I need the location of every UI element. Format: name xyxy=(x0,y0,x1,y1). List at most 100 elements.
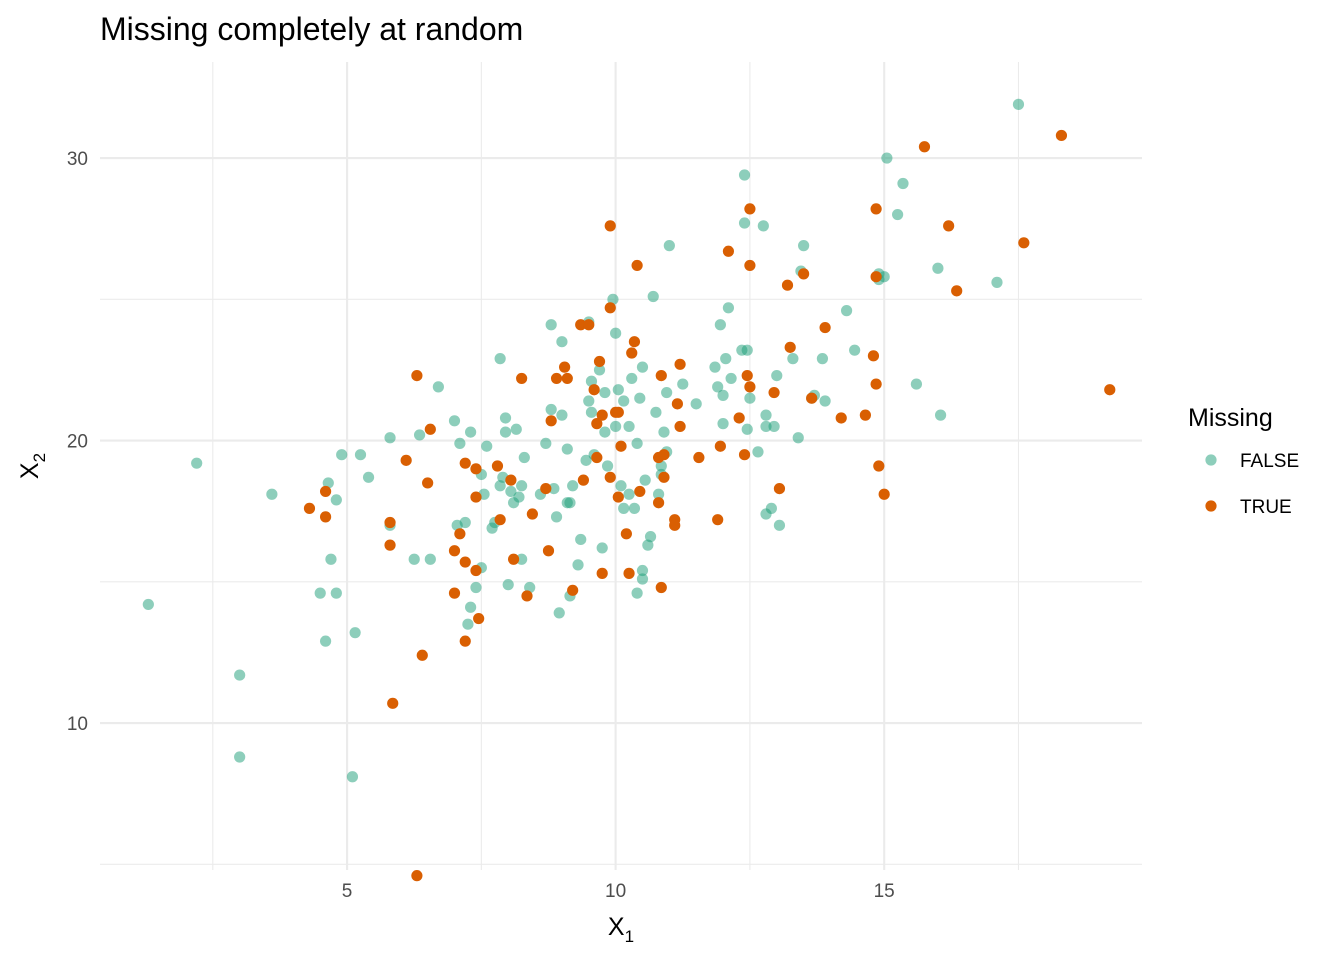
data-point xyxy=(674,420,686,433)
data-point xyxy=(628,502,641,514)
data-point xyxy=(303,502,316,514)
data-point xyxy=(550,511,563,523)
data-point xyxy=(559,361,571,373)
data-point xyxy=(787,353,799,365)
data-point xyxy=(620,528,632,540)
data-point xyxy=(577,474,590,486)
y-tick-label: 30 xyxy=(67,149,88,170)
data-point xyxy=(951,285,963,297)
data-point xyxy=(142,598,154,611)
data-point xyxy=(816,353,829,365)
data-point xyxy=(717,418,729,430)
data-point xyxy=(623,488,635,500)
data-point xyxy=(524,581,536,594)
data-point xyxy=(712,514,724,526)
data-point xyxy=(604,471,616,483)
data-point xyxy=(564,497,576,509)
data-point xyxy=(878,271,890,283)
data-point xyxy=(545,415,557,427)
data-point xyxy=(636,564,649,577)
data-point xyxy=(319,635,332,647)
data-point xyxy=(322,477,334,489)
data-point xyxy=(781,279,794,291)
data-point xyxy=(618,502,630,514)
data-point xyxy=(505,474,517,486)
data-point xyxy=(819,321,831,334)
data-point xyxy=(663,240,675,252)
data-point xyxy=(400,454,412,466)
data-point xyxy=(591,418,603,430)
data-point xyxy=(819,395,831,407)
x-tick-label: 10 xyxy=(605,881,626,902)
data-point xyxy=(744,203,756,215)
data-point xyxy=(610,327,622,339)
data-point xyxy=(733,412,745,424)
y-axis-title-main: X xyxy=(16,462,44,479)
data-point xyxy=(459,516,471,529)
data-point xyxy=(760,420,772,433)
data-point xyxy=(448,415,461,427)
data-point xyxy=(499,412,512,424)
data-point xyxy=(741,423,753,435)
data-point xyxy=(738,169,751,181)
data-point xyxy=(346,771,359,783)
data-point xyxy=(712,381,724,393)
data-point xyxy=(583,395,595,407)
data-point xyxy=(526,508,538,520)
data-point xyxy=(459,457,471,469)
data-point xyxy=(714,440,726,452)
data-point xyxy=(626,372,638,385)
data-point xyxy=(413,429,426,441)
data-point xyxy=(470,564,482,577)
data-point xyxy=(540,483,552,495)
data-point xyxy=(545,403,557,416)
data-point xyxy=(870,271,882,283)
data-point xyxy=(741,369,753,382)
data-point xyxy=(384,432,396,444)
data-point xyxy=(650,406,662,418)
data-point xyxy=(1018,237,1030,249)
data-point xyxy=(494,480,506,492)
data-point xyxy=(773,483,786,495)
data-point xyxy=(411,369,423,382)
data-point xyxy=(669,519,681,531)
y-axis-title-subscript: 2 xyxy=(30,453,49,462)
data-point xyxy=(424,423,436,435)
data-point xyxy=(631,587,643,599)
y-axis-tick-labels: 10 20 30 xyxy=(67,149,88,735)
x-tick-label: 5 xyxy=(342,881,353,902)
data-point xyxy=(448,545,461,557)
data-point xyxy=(760,409,772,421)
data-point xyxy=(408,553,420,565)
data-point xyxy=(738,449,751,461)
data-point xyxy=(626,347,638,359)
data-point xyxy=(752,446,764,458)
data-point xyxy=(658,471,670,483)
data-point xyxy=(510,423,522,435)
data-point xyxy=(481,440,493,452)
data-point xyxy=(631,437,643,449)
data-point xyxy=(881,152,893,164)
data-point xyxy=(693,451,705,464)
data-point xyxy=(336,449,348,461)
x-axis-tick-labels: 5 10 15 xyxy=(342,881,895,902)
data-point xyxy=(798,268,810,280)
data-point xyxy=(459,635,471,647)
data-point xyxy=(499,426,512,438)
data-point xyxy=(717,389,729,401)
data-point xyxy=(354,449,367,461)
data-point xyxy=(610,420,622,433)
legend-label-false: FALSE xyxy=(1240,451,1299,472)
data-point xyxy=(792,432,804,444)
data-point xyxy=(422,477,434,489)
data-point xyxy=(714,319,726,331)
data-point xyxy=(567,480,579,492)
chart-title: Missing completely at random xyxy=(100,11,523,47)
data-point xyxy=(604,302,616,314)
data-point xyxy=(561,372,573,385)
data-point xyxy=(744,392,756,404)
data-point xyxy=(516,553,528,565)
data-point xyxy=(870,378,882,390)
data-point xyxy=(585,375,598,387)
data-point xyxy=(910,378,923,390)
